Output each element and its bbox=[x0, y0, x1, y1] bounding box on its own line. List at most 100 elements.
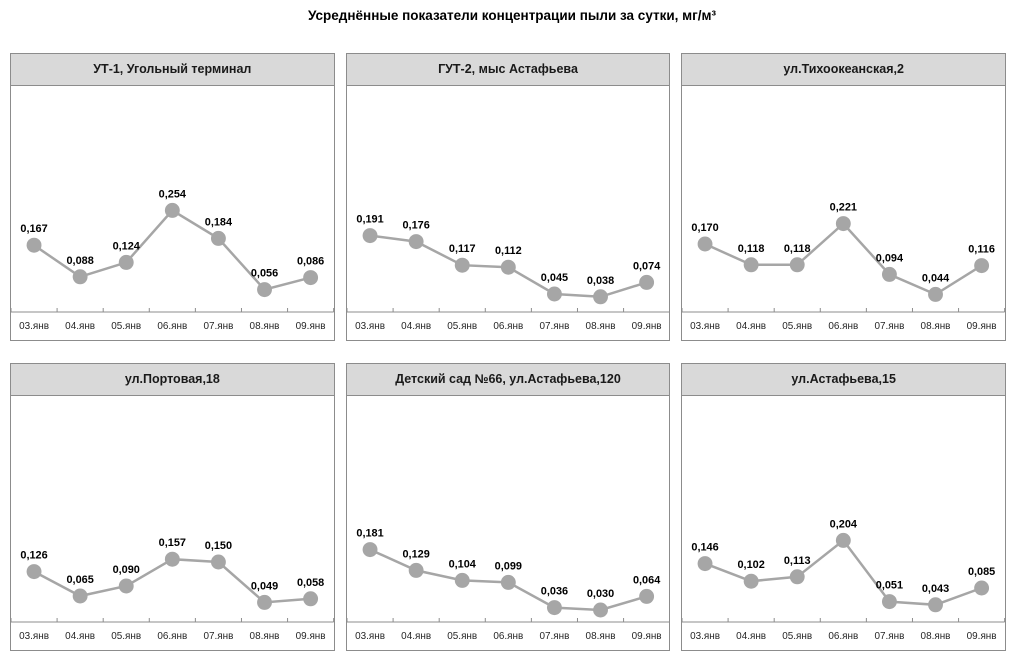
data-point-label: 0,150 bbox=[205, 540, 232, 552]
chart-panel: ул.Тихоокеанская,2 0,170 03.янв 0,118 04.ян… bbox=[681, 53, 1006, 341]
chart-canvas: 0,170 03.янв 0,118 04.янв 0,118 05.янв 0,221 06… bbox=[682, 202, 1005, 332]
data-point-marker bbox=[454, 257, 470, 273]
data-point-marker bbox=[210, 554, 226, 570]
charts-grid: УТ-1, Угольный терминал 0,167 03.янв 0,088… bbox=[10, 53, 1006, 651]
data-point-label: 0,088 bbox=[66, 255, 93, 267]
data-point-label: 0,074 bbox=[633, 260, 661, 272]
data-point-label: 0,049 bbox=[251, 580, 278, 592]
data-point-marker bbox=[744, 257, 759, 273]
x-axis-label: 09.янв bbox=[631, 631, 661, 642]
data-point-label: 0,043 bbox=[922, 583, 949, 595]
x-axis-label: 08.янв bbox=[585, 321, 615, 332]
data-point-marker bbox=[257, 282, 272, 298]
data-point-marker bbox=[303, 591, 319, 607]
chart-panel: УТ-1, Угольный терминал 0,167 03.янв 0,088… bbox=[10, 53, 335, 341]
data-point-label: 0,112 bbox=[495, 245, 522, 257]
x-axis-label: 05.янв bbox=[783, 631, 813, 642]
x-axis-label: 05.янв bbox=[111, 321, 141, 332]
data-point-marker bbox=[882, 266, 898, 282]
line-chart: 0,126 03.янв 0,065 04.янв 0,090 05.янв 0,157 06… bbox=[10, 396, 335, 651]
chart-title: ул.Тихоокеанская,2 bbox=[681, 53, 1006, 86]
x-axis-label: 09.янв bbox=[967, 321, 997, 332]
x-axis-label: 08.янв bbox=[921, 321, 951, 332]
data-point-label: 0,038 bbox=[587, 275, 614, 287]
data-point-marker bbox=[974, 258, 990, 274]
data-point-label: 0,204 bbox=[830, 518, 858, 530]
data-point-label: 0,254 bbox=[159, 188, 187, 200]
x-axis-label: 06.янв bbox=[157, 321, 187, 332]
x-axis-label: 09.янв bbox=[296, 631, 326, 642]
x-axis-label: 07.янв bbox=[203, 631, 233, 642]
x-axis-label: 07.янв bbox=[875, 631, 905, 642]
data-point-marker bbox=[118, 578, 134, 594]
data-point-label: 0,157 bbox=[159, 537, 186, 549]
data-point-label: 0,056 bbox=[251, 268, 278, 280]
data-point-marker bbox=[697, 556, 713, 572]
chart-canvas: 0,167 03.янв 0,088 04.янв 0,124 05.янв 0,254 06… bbox=[11, 188, 334, 332]
chart-title: Детский сад №66, ул.Астафьева,120 bbox=[345, 363, 671, 396]
x-axis-label: 04.янв bbox=[737, 321, 767, 332]
line-chart: 0,170 03.янв 0,118 04.янв 0,118 05.янв 0,221 06… bbox=[681, 86, 1006, 341]
x-axis-label: 05.янв bbox=[447, 631, 477, 642]
x-axis-label: 03.янв bbox=[690, 631, 720, 642]
data-point-marker bbox=[408, 562, 424, 578]
chart-title: УТ-1, Угольный терминал bbox=[10, 53, 335, 86]
data-point-marker bbox=[72, 269, 88, 285]
x-axis-label: 08.янв bbox=[250, 631, 280, 642]
x-axis-label: 08.янв bbox=[250, 321, 280, 332]
data-point-marker bbox=[362, 228, 378, 244]
data-point-label: 0,126 bbox=[20, 550, 47, 562]
chart-panel: Детский сад №66, ул.Астафьева,120 0,181 0… bbox=[345, 363, 671, 651]
data-point-label: 0,113 bbox=[784, 555, 811, 567]
data-point-marker bbox=[164, 202, 180, 218]
x-axis-label: 08.янв bbox=[921, 631, 951, 642]
x-axis-label: 04.янв bbox=[737, 631, 767, 642]
data-point-label: 0,146 bbox=[692, 542, 719, 554]
data-point-marker bbox=[72, 588, 88, 604]
data-point-marker bbox=[638, 274, 654, 290]
x-axis-label: 08.янв bbox=[585, 631, 615, 642]
data-point-label: 0,181 bbox=[356, 528, 383, 540]
line-chart: 0,191 03.янв 0,176 04.янв 0,117 05.янв 0,112 06… bbox=[345, 86, 671, 341]
data-point-label: 0,058 bbox=[297, 577, 324, 589]
data-point-marker bbox=[592, 602, 608, 618]
data-point-marker bbox=[974, 580, 990, 596]
data-point-label: 0,102 bbox=[738, 559, 765, 571]
chart-panel: ГУТ-2, мыс Астафьева 0,191 03.янв 0,176 04.… bbox=[345, 53, 671, 341]
x-axis-label: 09.янв bbox=[967, 631, 997, 642]
data-point-label: 0,051 bbox=[876, 580, 903, 592]
x-axis-label: 03.янв bbox=[19, 631, 49, 642]
data-point-label: 0,117 bbox=[449, 243, 476, 255]
data-point-label: 0,116 bbox=[969, 244, 996, 256]
data-point-marker bbox=[118, 254, 134, 270]
x-axis-label: 04.янв bbox=[65, 631, 95, 642]
x-axis-label: 04.янв bbox=[401, 631, 431, 642]
x-axis-label: 04.янв bbox=[65, 321, 95, 332]
x-axis-label: 03.янв bbox=[690, 321, 720, 332]
x-axis-label: 07.янв bbox=[539, 321, 569, 332]
data-point-marker bbox=[500, 259, 516, 275]
x-axis-label: 07.янв bbox=[875, 321, 905, 332]
line-chart: 0,167 03.янв 0,088 04.янв 0,124 05.янв 0,254 06… bbox=[10, 86, 335, 341]
data-point-label: 0,124 bbox=[113, 240, 141, 252]
data-point-marker bbox=[790, 257, 806, 273]
data-point-label: 0,170 bbox=[692, 222, 719, 234]
x-axis-label: 05.янв bbox=[783, 321, 813, 332]
x-axis-label: 03.янв bbox=[19, 321, 49, 332]
series-line bbox=[704, 538, 983, 607]
chart-canvas: 0,146 03.янв 0,102 04.янв 0,113 05.янв 0,204 06… bbox=[682, 518, 1005, 642]
chart-title: ГУТ-2, мыс Астафьева bbox=[345, 53, 671, 86]
chart-title: ул.Портовая,18 bbox=[10, 363, 335, 396]
line-chart: 0,181 03.янв 0,129 04.янв 0,104 05.янв 0,099 06… bbox=[345, 396, 671, 651]
chart-canvas: 0,126 03.янв 0,065 04.янв 0,090 05.янв 0,157 06… bbox=[11, 537, 334, 642]
data-point-label: 0,118 bbox=[738, 243, 765, 255]
data-point-marker bbox=[882, 594, 898, 610]
chart-canvas: 0,191 03.янв 0,176 04.янв 0,117 05.янв 0,112 06… bbox=[346, 214, 670, 332]
data-point-marker bbox=[362, 542, 378, 558]
data-point-marker bbox=[638, 588, 654, 604]
data-point-marker bbox=[697, 236, 713, 252]
x-axis-label: 03.янв bbox=[355, 631, 385, 642]
data-point-label: 0,094 bbox=[876, 252, 904, 264]
data-point-label: 0,221 bbox=[830, 202, 857, 214]
